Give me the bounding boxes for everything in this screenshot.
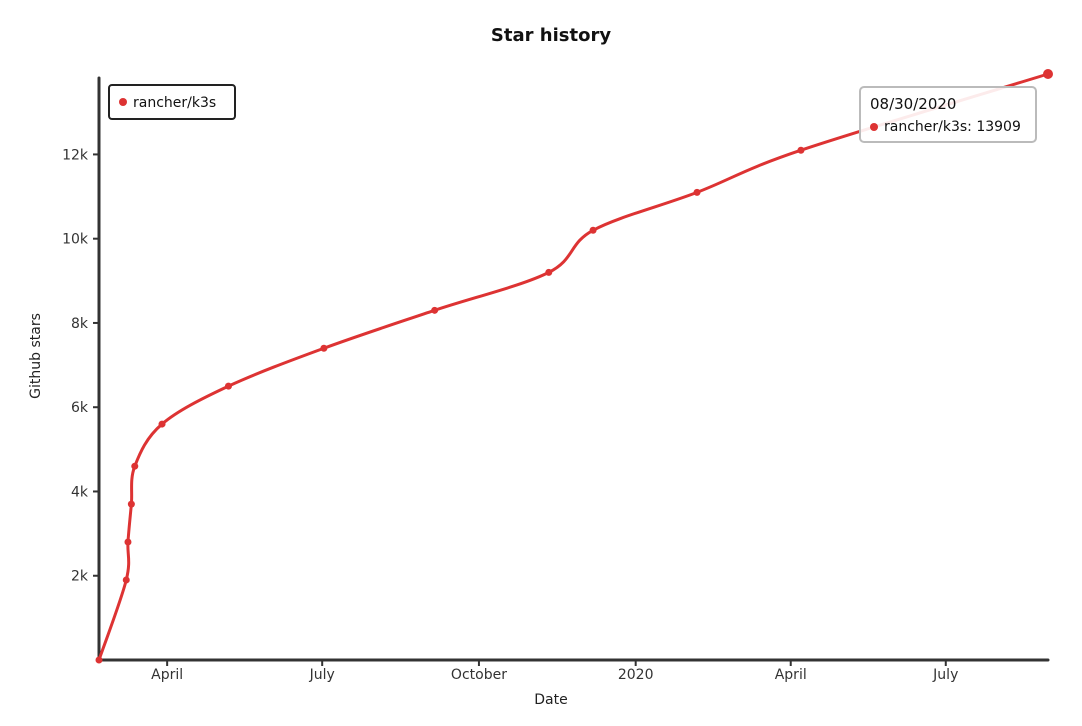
data-point (320, 344, 328, 352)
chart-title: Star history (491, 25, 611, 46)
x-axis-ticks: April July October 2020 April July (151, 660, 958, 683)
legend-box (108, 84, 236, 120)
x-axis-label: Date (534, 692, 567, 708)
data-point (131, 462, 139, 470)
data-point (124, 538, 132, 546)
legend-color-swatch (119, 98, 127, 106)
series-points-rancher-k3s (95, 69, 1053, 664)
data-point (545, 268, 553, 276)
x-tick-label: April (775, 667, 807, 683)
data-point (797, 146, 805, 154)
y-tick-label: 10k (62, 232, 89, 248)
legend: rancher/k3s (108, 84, 236, 120)
y-axis-label: Github stars (28, 313, 44, 399)
y-tick-label: 12k (62, 147, 89, 163)
tooltip: 08/30/2020 rancher/k3s: 13909 (859, 86, 1037, 143)
y-tick-label: 4k (71, 484, 89, 500)
data-point (95, 656, 103, 664)
tooltip-value: rancher/k3s: 13909 (884, 119, 1021, 135)
x-tick-label: April (151, 667, 183, 683)
tooltip-color-swatch (870, 123, 878, 131)
data-point (1043, 69, 1053, 79)
x-tick-label: October (451, 667, 507, 683)
data-point (224, 382, 232, 390)
data-point (122, 576, 130, 584)
x-tick-label: July (309, 667, 335, 683)
y-tick-label: 8k (71, 316, 89, 332)
x-tick-label: July (932, 667, 958, 683)
data-point (589, 226, 597, 234)
y-axis-ticks: 2k 4k 6k 8k 10k 12k (62, 147, 99, 585)
y-tick-label: 2k (71, 569, 89, 585)
x-tick-label: 2020 (618, 667, 654, 683)
y-tick-label: 6k (71, 400, 89, 416)
data-point (127, 500, 135, 508)
data-point (693, 188, 701, 196)
tooltip-box (859, 86, 1037, 143)
data-point (431, 306, 439, 314)
data-point (158, 420, 166, 428)
tooltip-date: 08/30/2020 (870, 95, 956, 113)
series-line-rancher-k3s (97, 72, 1050, 662)
legend-label: rancher/k3s (133, 95, 216, 111)
